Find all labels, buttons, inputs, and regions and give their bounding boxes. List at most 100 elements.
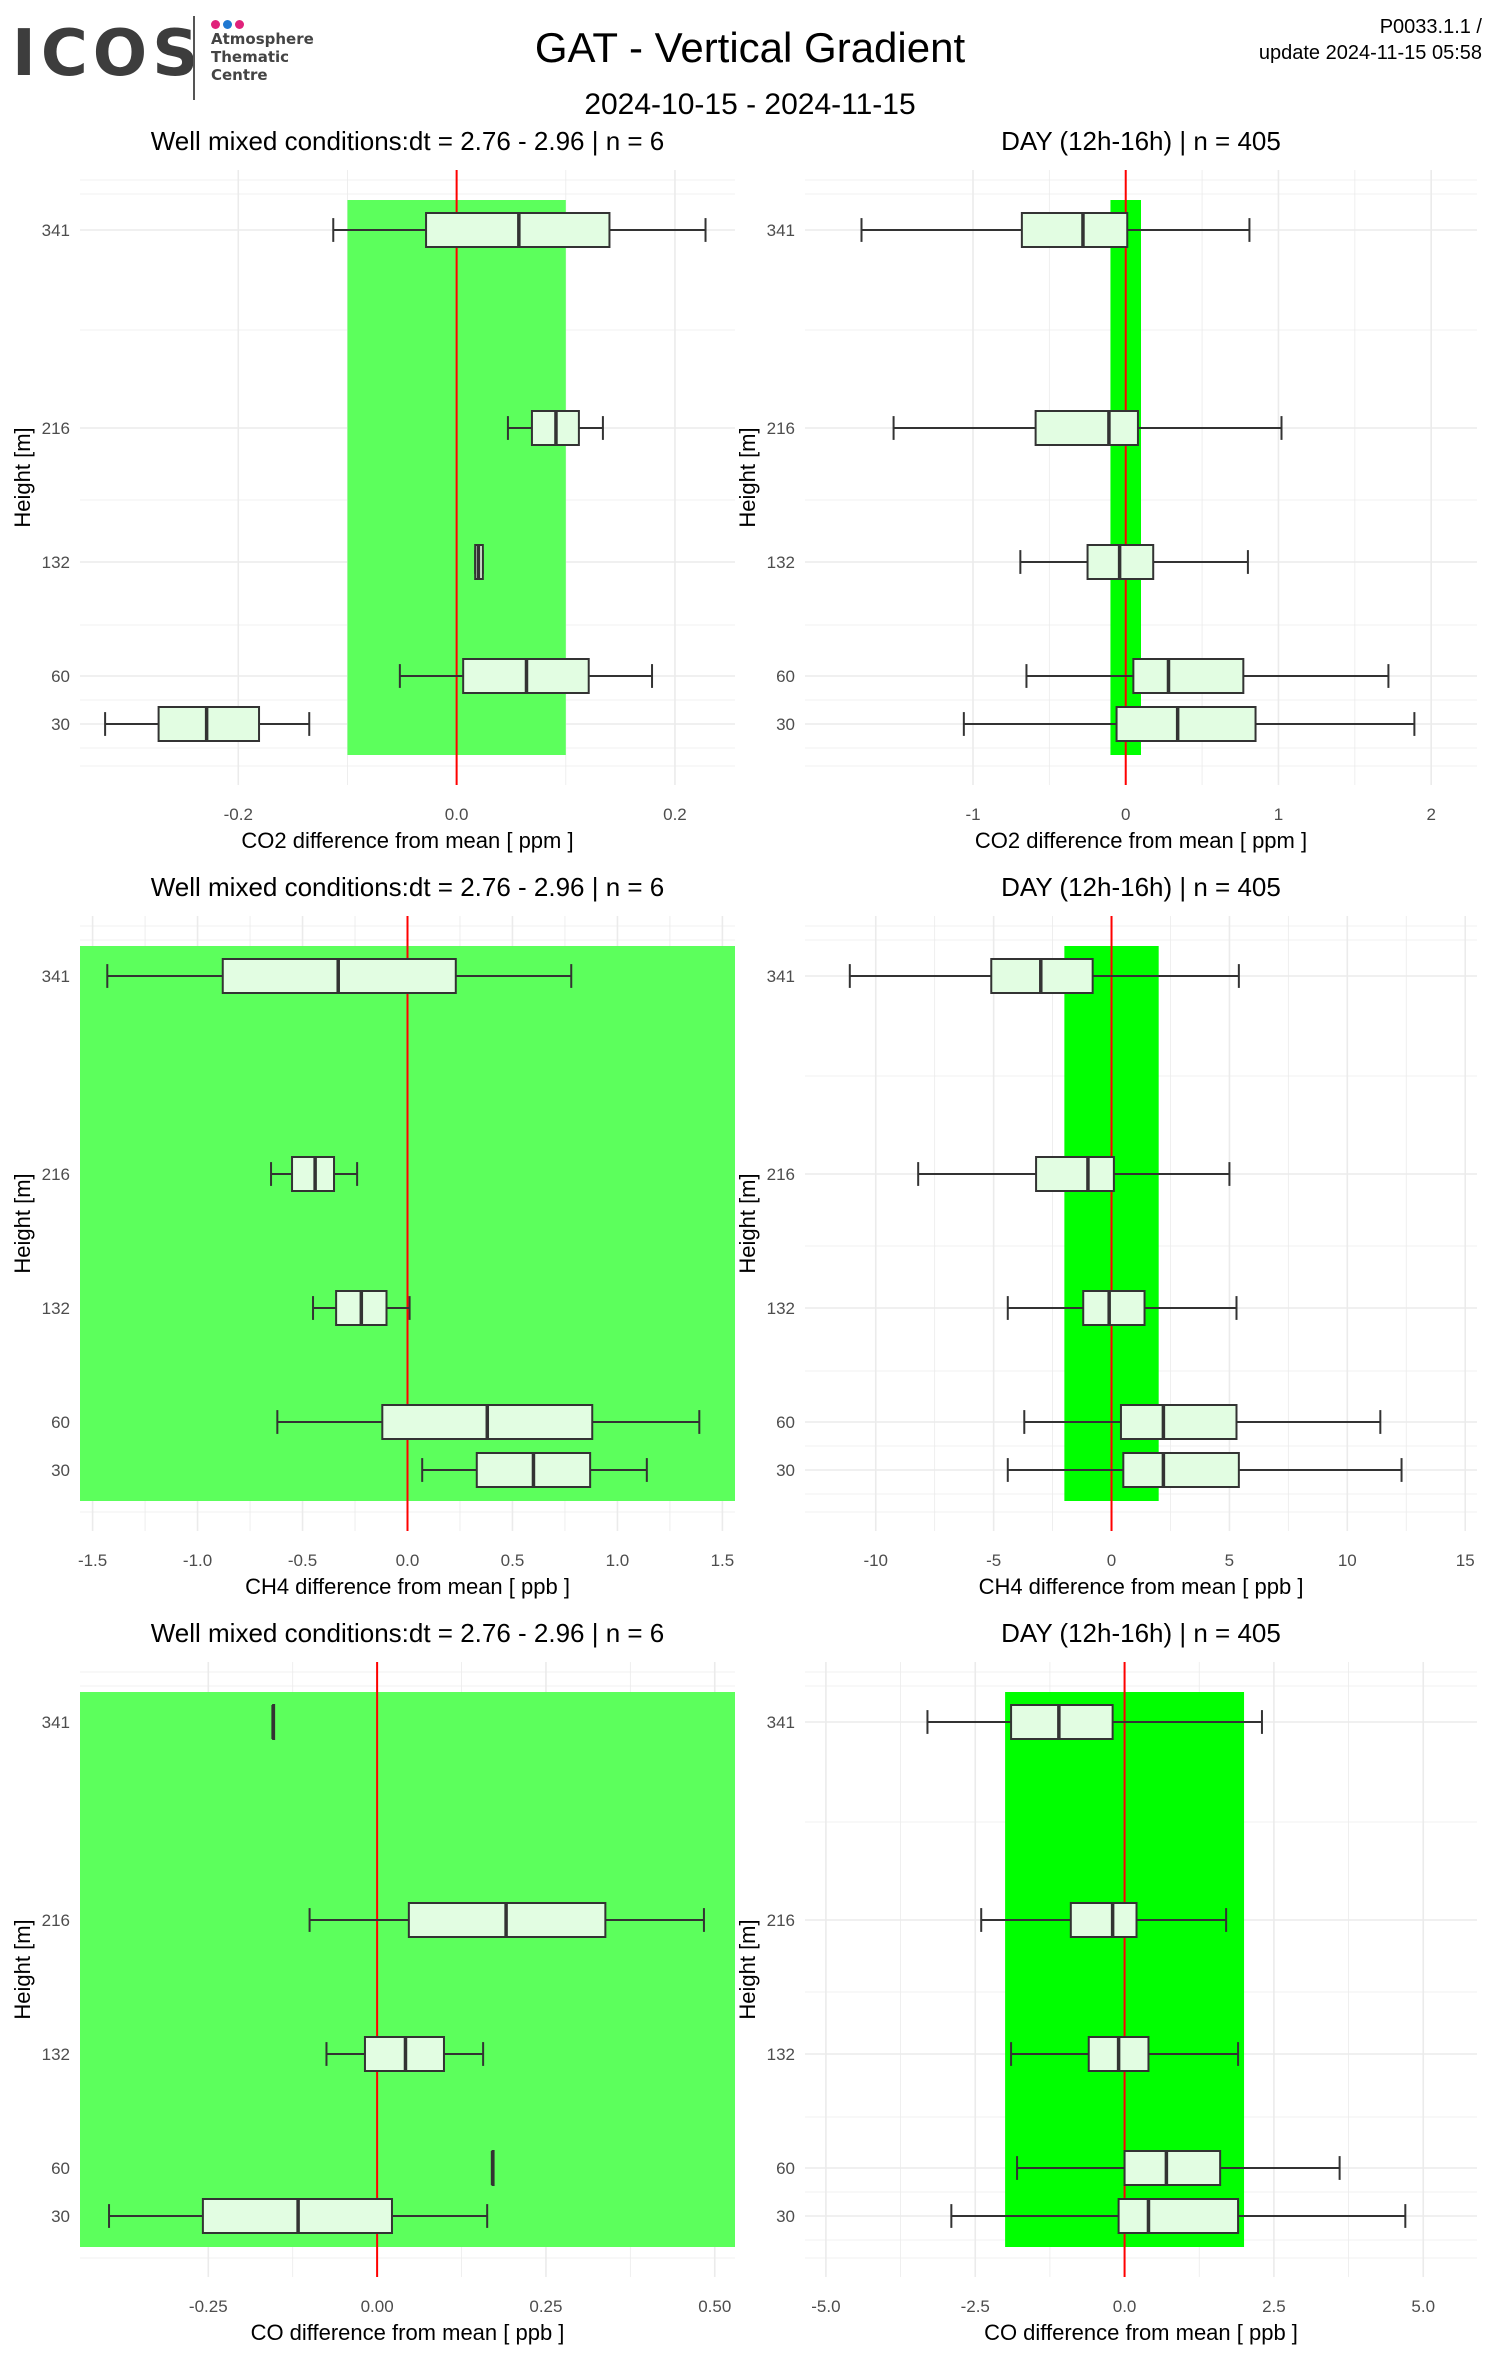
- chart-title: Well mixed conditions:dt = 2.76 - 2.96 |…: [151, 126, 665, 156]
- boxplot-216: [270, 1156, 359, 1192]
- y-tick-label: 132: [42, 1299, 70, 1318]
- x-tick-label: 1.5: [711, 1551, 735, 1570]
- logo-divider: [193, 16, 195, 100]
- chart-panel-ch4-well-mixed: Well mixed conditions:dt = 2.76 - 2.96 |…: [10, 872, 735, 1599]
- boxplot-30: [962, 706, 1416, 742]
- y-tick-label: 216: [767, 1165, 795, 1184]
- chart-title: DAY (12h-16h) | n = 405: [1001, 872, 1281, 902]
- x-tick-label: 5.0: [1411, 2297, 1435, 2316]
- boxplot-341: [271, 1704, 276, 1740]
- x-tick-label: 0.25: [529, 2297, 562, 2316]
- y-tick-label: 341: [767, 221, 795, 240]
- y-tick-label: 132: [767, 553, 795, 572]
- box-iqr: [1119, 1404, 1238, 1440]
- y-tick-label: 30: [776, 2207, 795, 2226]
- update-info: P0033.1.1 / update 2024-11-15 05:58: [1259, 14, 1482, 66]
- boxplot-341: [106, 958, 573, 994]
- x-axis-label: CO difference from mean [ ppb ]: [984, 2320, 1298, 2345]
- y-tick-label: 60: [776, 1413, 795, 1432]
- x-axis-label: CO2 difference from mean [ ppm ]: [975, 828, 1307, 853]
- boxplot-216: [892, 410, 1283, 446]
- chart-title: Well mixed conditions:dt = 2.76 - 2.96 |…: [151, 1618, 665, 1648]
- logo-dot-1: [211, 20, 220, 29]
- y-tick-label: 216: [42, 1911, 70, 1930]
- y-axis-label: Height [m]: [735, 427, 760, 527]
- page-header: ICOS Atmosphere Thematic Centre GAT - Ve…: [0, 0, 1500, 121]
- update-timestamp: update 2024-11-15 05:58: [1258, 42, 1482, 64]
- y-tick-label: 216: [42, 419, 70, 438]
- x-axis-label: CH4 difference from mean [ ppb ]: [979, 1574, 1304, 1599]
- logo-dots-icon: [211, 16, 247, 34]
- x-axis-label: CH4 difference from mean [ ppb ]: [245, 1574, 570, 1599]
- y-tick-label: 132: [42, 2045, 70, 2064]
- boxplot-30: [108, 2198, 489, 2234]
- boxplot-341: [860, 212, 1251, 248]
- x-tick-label: 1: [1274, 805, 1283, 824]
- box-iqr: [1034, 410, 1139, 446]
- box-iqr: [1069, 1902, 1138, 1938]
- x-axis-label: CO2 difference from mean [ ppm ]: [241, 828, 573, 853]
- box-iqr: [1035, 1156, 1115, 1192]
- x-tick-label: -1: [965, 805, 980, 824]
- y-tick-label: 30: [776, 1461, 795, 1480]
- y-tick-label: 60: [776, 667, 795, 686]
- boxplot-60: [398, 658, 654, 694]
- y-tick-label: 341: [767, 1713, 795, 1732]
- box-iqr: [1082, 1290, 1146, 1326]
- x-tick-label: 0.0: [396, 1551, 420, 1570]
- x-tick-label: 5: [1225, 1551, 1234, 1570]
- y-tick-label: 341: [767, 967, 795, 986]
- y-tick-label: 60: [776, 2159, 795, 2178]
- x-tick-label: 1.0: [606, 1551, 630, 1570]
- logo-text: Atmosphere Thematic Centre: [211, 30, 314, 84]
- x-tick-label: -5.0: [811, 2297, 840, 2316]
- y-tick-label: 30: [51, 1461, 70, 1480]
- boxplot-132: [1006, 1290, 1238, 1326]
- box-iqr: [157, 706, 261, 742]
- boxplot-216: [308, 1902, 705, 1938]
- boxplot-132: [474, 544, 484, 580]
- y-tick-label: 216: [42, 1165, 70, 1184]
- x-tick-label: 0.0: [445, 805, 469, 824]
- x-tick-label: 0.00: [361, 2297, 394, 2316]
- y-tick-label: 30: [51, 715, 70, 734]
- chart-title: DAY (12h-16h) | n = 405: [1001, 126, 1281, 156]
- box-iqr: [291, 1156, 336, 1192]
- chart-title: Well mixed conditions:dt = 2.76 - 2.96 |…: [151, 872, 665, 902]
- boxplot-216: [506, 410, 604, 446]
- box-iqr: [1122, 1452, 1240, 1488]
- boxplot-341: [332, 212, 707, 248]
- boxplot-341: [926, 1704, 1263, 1740]
- x-tick-label: 0.50: [698, 2297, 731, 2316]
- x-axis-label: CO difference from mean [ ppb ]: [251, 2320, 565, 2345]
- x-tick-label: 0.0: [1113, 2297, 1137, 2316]
- tolerance-band: [80, 1692, 735, 2247]
- y-tick-label: 60: [51, 667, 70, 686]
- boxplot-60: [1023, 1404, 1382, 1440]
- chart-panel-co2-day: DAY (12h-16h) | n = 405 341 216 132 60 30 -1 0 1…: [735, 126, 1477, 853]
- y-tick-label: 341: [42, 1713, 70, 1732]
- date-range: 2024-10-15 - 2024-11-15: [584, 88, 916, 121]
- logo-line-2: Thematic: [211, 48, 290, 66]
- logo-line-3: Centre: [211, 66, 268, 84]
- y-axis-label: Height [m]: [10, 427, 35, 527]
- x-tick-label: 10: [1338, 1551, 1357, 1570]
- y-tick-label: 60: [51, 1413, 70, 1432]
- boxplot-132: [325, 2036, 485, 2072]
- boxplot-132: [1010, 2036, 1240, 2072]
- x-tick-label: -0.5: [288, 1551, 317, 1570]
- page-title: GAT - Vertical Gradient: [534, 24, 966, 71]
- y-tick-label: 60: [51, 2159, 70, 2178]
- y-tick-label: 132: [767, 2045, 795, 2064]
- boxplot-341: [848, 958, 1240, 994]
- boxplot-30: [421, 1452, 648, 1488]
- boxplot-60: [276, 1404, 701, 1440]
- logo-line-1: Atmosphere: [211, 30, 314, 48]
- box-iqr: [1020, 212, 1129, 248]
- x-tick-label: 2: [1426, 805, 1435, 824]
- boxplot-216: [980, 1902, 1228, 1938]
- y-tick-label: 341: [42, 967, 70, 986]
- y-axis-label: Height [m]: [10, 1173, 35, 1273]
- logo-dot-3: [235, 20, 244, 29]
- x-tick-label: 0: [1107, 1551, 1116, 1570]
